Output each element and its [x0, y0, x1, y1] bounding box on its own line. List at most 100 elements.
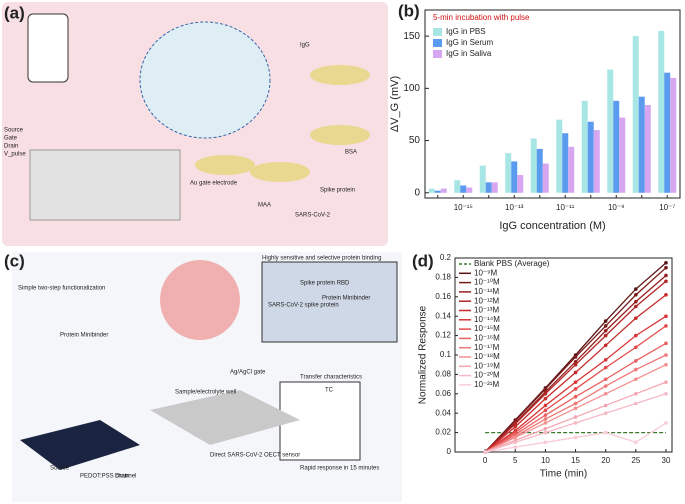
point	[664, 421, 668, 425]
point	[573, 421, 578, 425]
x-tick-label: 5	[513, 456, 518, 465]
y-tick-label: 0.06	[435, 389, 451, 398]
legend-label: 10⁻¹⁰M	[474, 278, 500, 287]
legend-label: 10⁻²¹M	[474, 380, 499, 389]
x-axis-label: Time (min)	[540, 469, 587, 480]
label: Gate	[4, 136, 18, 142]
point	[634, 367, 638, 372]
bar	[491, 182, 498, 193]
label: BSA	[345, 150, 357, 156]
x-tick-label: 10⁻⁹	[608, 203, 625, 212]
label: Source	[50, 466, 70, 472]
chip	[20, 420, 140, 470]
legend-label: 10⁻¹⁹M	[474, 361, 500, 370]
phone	[27, 13, 69, 83]
legend-label: 10⁻¹⁷M	[474, 343, 500, 352]
label: Rapid response in 15 minutes	[300, 466, 379, 472]
point	[543, 403, 548, 408]
point	[573, 380, 578, 384]
point	[483, 450, 487, 454]
point	[573, 362, 578, 367]
y-tick-label: 100	[403, 83, 420, 94]
point	[634, 345, 638, 350]
legend-label: IgG in Serum	[446, 38, 493, 47]
point	[543, 396, 548, 401]
bar	[613, 100, 620, 193]
bar	[587, 121, 594, 193]
point	[513, 424, 518, 429]
point	[513, 435, 518, 440]
bar	[505, 153, 512, 193]
point	[664, 279, 668, 284]
point	[543, 440, 548, 445]
bar	[638, 96, 645, 193]
point	[603, 365, 608, 370]
point	[513, 445, 518, 449]
point	[634, 299, 638, 304]
point	[603, 358, 608, 362]
y-tick-label: 0.16	[435, 292, 451, 301]
x-tick-label: 10⁻¹¹	[556, 203, 575, 212]
x-tick-label: 20	[601, 456, 610, 465]
legend-label: 10⁻¹³M	[474, 306, 499, 315]
y-tick-label: 0.08	[435, 370, 451, 379]
point	[573, 370, 578, 375]
x-tick-label: 10⁻¹⁵	[454, 203, 473, 212]
point	[603, 377, 608, 382]
panel-label: (c)	[4, 251, 25, 270]
point	[664, 261, 668, 265]
bar	[581, 100, 588, 193]
panel-label: (b)	[398, 1, 420, 20]
bar	[664, 72, 671, 193]
point	[664, 265, 668, 270]
legend-swatch	[433, 50, 442, 58]
point	[634, 359, 638, 363]
label: SARS-CoV-2	[295, 213, 331, 219]
bar	[511, 161, 518, 193]
bar	[479, 165, 486, 193]
point	[634, 293, 638, 297]
point	[664, 341, 668, 346]
point	[543, 421, 548, 425]
point	[543, 392, 548, 396]
point	[634, 377, 638, 382]
bar	[658, 30, 665, 193]
gate	[310, 65, 370, 85]
y-tick-label: 0.14	[435, 311, 451, 320]
annotation: 5-min incubation with pulse	[433, 13, 530, 22]
y-tick-label: 0	[414, 187, 420, 198]
point	[543, 413, 548, 417]
legend-label: 10⁻¹⁶M	[474, 334, 500, 343]
point	[634, 440, 638, 445]
gate	[195, 155, 255, 175]
legend-swatch	[433, 28, 442, 36]
gate	[250, 162, 310, 182]
legend-swatch	[433, 39, 442, 47]
bar	[485, 182, 492, 193]
x-tick-label: 25	[631, 456, 640, 465]
y-tick-label: 150	[403, 31, 420, 42]
x-tick-label: 10⁻¹³	[505, 203, 524, 212]
bar	[542, 163, 549, 193]
bar	[562, 133, 569, 193]
bar	[454, 180, 461, 193]
label: Source	[4, 128, 24, 134]
point	[573, 401, 578, 406]
y-axis-label: Normalized Response	[418, 305, 429, 404]
point	[664, 353, 668, 357]
label: Simple two-step functionalization	[18, 286, 105, 292]
point	[664, 362, 668, 367]
label: Transfer characteristics	[300, 375, 362, 381]
point	[664, 392, 668, 396]
point	[634, 401, 638, 406]
series-line	[484, 280, 667, 453]
zoom-circle	[139, 21, 271, 139]
legend-label: 10⁻¹⁸M	[474, 352, 500, 361]
label: Spike protein RBD	[300, 281, 350, 287]
point	[543, 387, 548, 391]
y-tick-label: 0.2	[440, 253, 452, 262]
point	[603, 403, 608, 408]
y-tick-label: 0.1	[440, 350, 452, 359]
label: Direct SARS-CoV-2 OECT sensor	[210, 453, 300, 459]
point	[573, 435, 578, 440]
